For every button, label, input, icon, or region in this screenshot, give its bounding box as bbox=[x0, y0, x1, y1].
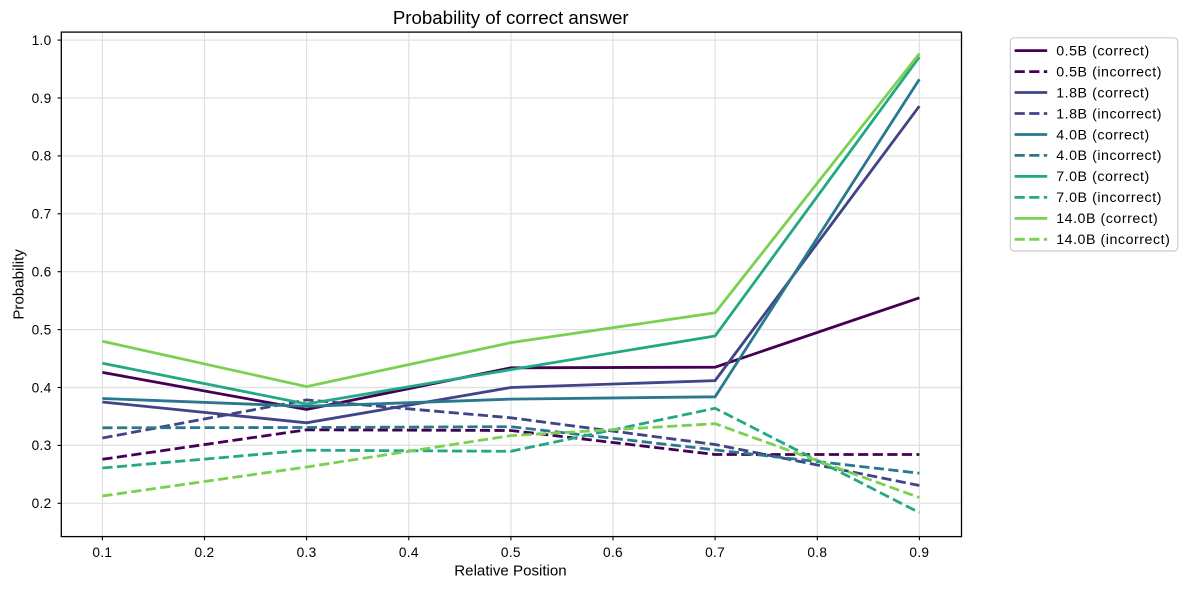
svg-text:0.1: 0.1 bbox=[92, 545, 112, 560]
svg-text:0.4: 0.4 bbox=[399, 545, 419, 560]
svg-text:14.0B (correct): 14.0B (correct) bbox=[1056, 211, 1158, 227]
svg-text:0.5: 0.5 bbox=[32, 322, 52, 337]
svg-text:0.8: 0.8 bbox=[32, 149, 52, 164]
svg-text:0.7: 0.7 bbox=[705, 545, 725, 560]
svg-text:1.8B (incorrect): 1.8B (incorrect) bbox=[1056, 106, 1162, 122]
svg-text:0.9: 0.9 bbox=[909, 545, 929, 560]
svg-text:7.0B (correct): 7.0B (correct) bbox=[1056, 169, 1150, 185]
svg-text:0.5: 0.5 bbox=[501, 545, 521, 560]
svg-text:0.6: 0.6 bbox=[32, 265, 52, 280]
svg-text:0.4: 0.4 bbox=[32, 380, 52, 395]
svg-text:0.6: 0.6 bbox=[603, 545, 623, 560]
svg-text:0.5B (incorrect): 0.5B (incorrect) bbox=[1056, 64, 1162, 80]
svg-text:4.0B (correct): 4.0B (correct) bbox=[1056, 127, 1150, 143]
svg-text:0.7: 0.7 bbox=[32, 207, 52, 222]
svg-text:0.9: 0.9 bbox=[32, 91, 52, 106]
svg-text:14.0B (incorrect): 14.0B (incorrect) bbox=[1056, 232, 1170, 248]
svg-text:0.5B (correct): 0.5B (correct) bbox=[1056, 43, 1150, 59]
svg-text:0.2: 0.2 bbox=[195, 545, 215, 560]
svg-text:Probability: Probability bbox=[11, 249, 28, 320]
svg-text:7.0B (incorrect): 7.0B (incorrect) bbox=[1056, 190, 1162, 206]
svg-text:Relative Position: Relative Position bbox=[454, 563, 566, 580]
svg-text:0.3: 0.3 bbox=[32, 438, 52, 453]
svg-text:Probability of correct answer: Probability of correct answer bbox=[393, 7, 629, 28]
svg-text:0.8: 0.8 bbox=[807, 545, 827, 560]
svg-text:4.0B (incorrect): 4.0B (incorrect) bbox=[1056, 148, 1162, 164]
svg-text:1.8B (correct): 1.8B (correct) bbox=[1056, 85, 1150, 101]
svg-text:1.0: 1.0 bbox=[32, 33, 52, 48]
svg-text:0.2: 0.2 bbox=[32, 496, 52, 511]
svg-text:0.3: 0.3 bbox=[297, 545, 317, 560]
